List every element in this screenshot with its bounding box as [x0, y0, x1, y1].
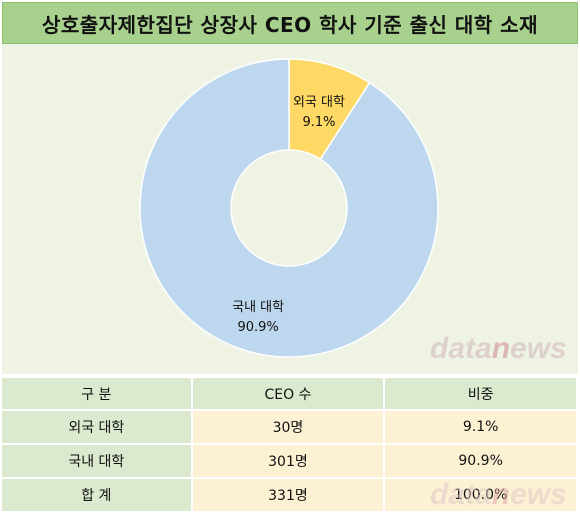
slice-value-label: 90.9%: [237, 320, 278, 335]
row-count: 301명: [191, 444, 386, 479]
data-table: 구 분 CEO 수 비중 외국 대학 30명 9.1% 국내 대학 301명 9…: [2, 378, 578, 513]
slice-category-label: 외국 대학: [293, 95, 345, 110]
total-count: 331명: [191, 477, 386, 513]
chart-title: 상호출자제한집단 상장사 CEO 학사 기준 출신 대학 소재: [2, 2, 578, 44]
row-share: 90.9%: [384, 444, 578, 479]
chart-area: 외국 대학 9.1% 국내 대학 90.9%: [2, 44, 578, 374]
row-label: 국내 대학: [2, 444, 193, 479]
watermark-logo-bottom: datanews: [430, 478, 567, 511]
donut-chart: 외국 대학 9.1% 국내 대학 90.9%: [139, 58, 439, 358]
table-header-row: 구 분 CEO 수 비중: [2, 378, 578, 411]
total-share: 100.0%: [384, 477, 578, 513]
table-row: 국내 대학 301명 90.9%: [2, 444, 578, 479]
header-ceo-count: CEO 수: [191, 378, 386, 411]
slice-value-label: 9.1%: [302, 115, 335, 130]
table-total-row: 합 계 331명 100.0%: [2, 477, 578, 513]
total-label: 합 계: [2, 477, 193, 513]
row-label: 외국 대학: [2, 410, 193, 445]
watermark-logo: datanews: [430, 332, 567, 365]
row-share: 9.1%: [384, 410, 578, 445]
table-row: 외국 대학 30명 9.1%: [2, 410, 578, 445]
donut-slice: [139, 58, 439, 358]
header-share: 비중: [384, 378, 578, 411]
header-category: 구 분: [2, 378, 193, 411]
row-count: 30명: [191, 410, 386, 445]
slice-category-label: 국내 대학: [232, 300, 284, 315]
